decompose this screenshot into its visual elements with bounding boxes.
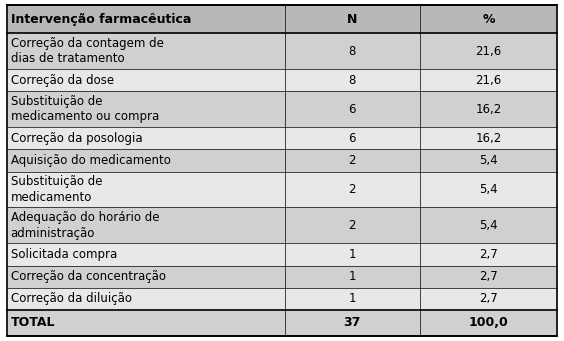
Text: %: % [482,13,495,26]
Text: 16,2: 16,2 [475,103,501,116]
Text: Correção da dose: Correção da dose [11,74,114,87]
Bar [7,310,557,336]
Bar [7,127,557,149]
Text: 1: 1 [349,248,356,261]
Bar [7,149,557,172]
Text: 2,7: 2,7 [479,270,498,283]
Text: 5,4: 5,4 [479,183,498,196]
Bar [7,69,557,91]
Text: 2: 2 [349,219,356,232]
Text: Correção da posologia: Correção da posologia [11,132,142,145]
Text: 5,4: 5,4 [479,154,498,167]
Text: 8: 8 [349,74,356,87]
Text: Substituição de
medicamento: Substituição de medicamento [11,175,102,204]
Bar [7,91,557,127]
Text: 16,2: 16,2 [475,132,501,145]
Bar [7,5,557,33]
Text: 21,6: 21,6 [475,74,501,87]
Text: Substituição de
medicamento ou compra: Substituição de medicamento ou compra [11,95,159,123]
Text: TOTAL: TOTAL [11,316,55,329]
Text: 5,4: 5,4 [479,219,498,232]
Text: 6: 6 [349,103,356,116]
Text: Solicitada compra: Solicitada compra [11,248,117,261]
Text: Correção da contagem de
dias de tratamento: Correção da contagem de dias de tratamen… [11,37,164,65]
Text: Adequação do horário de
administração: Adequação do horário de administração [11,211,159,240]
Text: 2,7: 2,7 [479,248,498,261]
Text: Aquisição do medicamento: Aquisição do medicamento [11,154,170,167]
Text: N: N [347,13,358,26]
Text: 100,0: 100,0 [469,316,508,329]
Text: Correção da concentração: Correção da concentração [11,270,166,283]
Text: 6: 6 [349,132,356,145]
Text: 21,6: 21,6 [475,45,501,58]
Bar [7,266,557,288]
Text: Correção da diluição: Correção da diluição [11,293,132,306]
Bar [7,172,557,207]
Text: Intervenção farmacêutica: Intervenção farmacêutica [11,13,191,26]
Text: 2,7: 2,7 [479,293,498,306]
Bar [7,33,557,69]
Text: 2: 2 [349,183,356,196]
Text: 1: 1 [349,293,356,306]
Bar [7,243,557,266]
Text: 1: 1 [349,270,356,283]
Bar [7,288,557,310]
Text: 37: 37 [343,316,361,329]
Bar [7,207,557,243]
Text: 2: 2 [349,154,356,167]
Text: 8: 8 [349,45,356,58]
